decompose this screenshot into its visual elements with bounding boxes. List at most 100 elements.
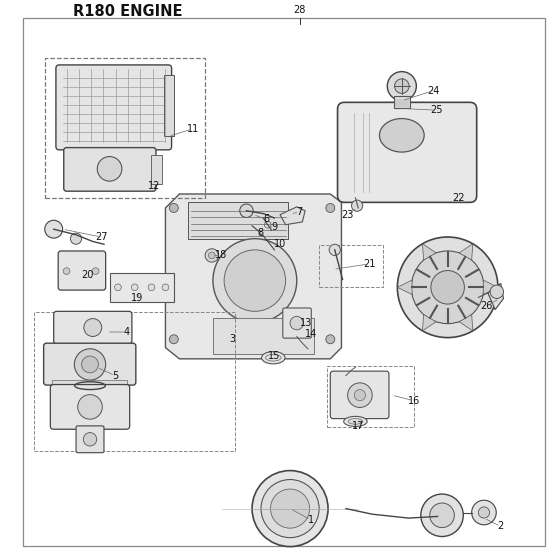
- Circle shape: [148, 284, 155, 291]
- Circle shape: [290, 316, 304, 330]
- FancyBboxPatch shape: [330, 371, 389, 419]
- Circle shape: [326, 203, 335, 212]
- Circle shape: [240, 204, 253, 217]
- Text: 26: 26: [480, 301, 493, 311]
- Circle shape: [169, 203, 178, 212]
- Text: 15: 15: [268, 351, 281, 361]
- Polygon shape: [483, 280, 498, 295]
- FancyBboxPatch shape: [64, 148, 156, 191]
- Circle shape: [421, 494, 463, 536]
- Text: R180 ENGINE: R180 ENGINE: [73, 4, 183, 19]
- Text: 22: 22: [452, 193, 465, 203]
- Text: 4: 4: [123, 327, 129, 337]
- Circle shape: [411, 251, 484, 324]
- Ellipse shape: [344, 417, 367, 427]
- FancyBboxPatch shape: [76, 426, 104, 452]
- Circle shape: [92, 268, 99, 274]
- Circle shape: [63, 268, 70, 274]
- Ellipse shape: [380, 119, 424, 152]
- Circle shape: [270, 489, 310, 528]
- Bar: [45, 58, 204, 198]
- Text: 7: 7: [296, 207, 303, 217]
- Ellipse shape: [262, 352, 285, 364]
- Text: 10: 10: [274, 239, 286, 249]
- Text: 24: 24: [427, 86, 440, 96]
- Circle shape: [45, 220, 63, 238]
- Bar: [213, 318, 314, 354]
- Bar: [319, 245, 384, 287]
- Circle shape: [97, 157, 122, 181]
- Text: 3: 3: [230, 334, 236, 344]
- Circle shape: [115, 284, 122, 291]
- Circle shape: [264, 221, 271, 228]
- FancyBboxPatch shape: [283, 308, 311, 338]
- Polygon shape: [165, 194, 342, 359]
- Circle shape: [169, 335, 178, 344]
- Text: 20: 20: [81, 270, 94, 280]
- Polygon shape: [398, 280, 412, 295]
- Bar: [34, 312, 235, 451]
- Text: 25: 25: [430, 105, 443, 115]
- Bar: [164, 75, 174, 137]
- Text: 19: 19: [132, 293, 143, 304]
- Ellipse shape: [348, 419, 363, 424]
- Bar: [328, 366, 414, 427]
- Circle shape: [224, 250, 286, 311]
- Text: 17: 17: [352, 421, 365, 431]
- FancyBboxPatch shape: [338, 102, 477, 202]
- Ellipse shape: [265, 354, 281, 361]
- Circle shape: [74, 349, 106, 380]
- Text: 2: 2: [498, 521, 504, 531]
- Circle shape: [261, 479, 319, 538]
- Circle shape: [431, 270, 464, 304]
- Polygon shape: [488, 283, 503, 310]
- Circle shape: [78, 395, 102, 419]
- Circle shape: [472, 500, 496, 525]
- Circle shape: [430, 503, 454, 528]
- Circle shape: [83, 432, 97, 446]
- Bar: [110, 273, 174, 302]
- Circle shape: [478, 507, 489, 518]
- Text: 23: 23: [341, 209, 353, 220]
- Circle shape: [205, 249, 218, 262]
- Text: 11: 11: [187, 124, 199, 134]
- FancyBboxPatch shape: [58, 251, 106, 290]
- Text: 5: 5: [112, 371, 118, 381]
- Circle shape: [352, 200, 363, 211]
- Text: 27: 27: [95, 232, 108, 242]
- Text: 14: 14: [305, 329, 317, 339]
- Bar: [188, 202, 288, 239]
- FancyBboxPatch shape: [50, 385, 130, 430]
- Text: 12: 12: [148, 181, 161, 190]
- Text: 6: 6: [263, 214, 269, 224]
- Circle shape: [82, 356, 99, 373]
- Text: 21: 21: [363, 259, 376, 269]
- Bar: [151, 156, 161, 184]
- Circle shape: [348, 383, 372, 408]
- Circle shape: [208, 252, 215, 259]
- Circle shape: [132, 284, 138, 291]
- Circle shape: [395, 79, 409, 94]
- Circle shape: [84, 319, 102, 337]
- Text: 13: 13: [300, 318, 312, 328]
- Text: 18: 18: [215, 250, 227, 260]
- FancyBboxPatch shape: [44, 343, 136, 385]
- Text: 1: 1: [307, 515, 314, 525]
- FancyBboxPatch shape: [56, 65, 171, 150]
- Circle shape: [71, 233, 82, 244]
- Bar: [394, 96, 410, 109]
- Circle shape: [398, 237, 498, 338]
- Circle shape: [162, 284, 169, 291]
- Polygon shape: [459, 315, 473, 331]
- Polygon shape: [422, 244, 436, 260]
- Circle shape: [388, 72, 416, 101]
- Circle shape: [326, 335, 335, 344]
- Polygon shape: [422, 315, 436, 331]
- Circle shape: [354, 390, 366, 401]
- Bar: [52, 380, 128, 384]
- Circle shape: [252, 470, 328, 547]
- Circle shape: [490, 285, 503, 298]
- FancyBboxPatch shape: [54, 311, 132, 344]
- Circle shape: [329, 244, 340, 255]
- Text: 28: 28: [293, 5, 306, 15]
